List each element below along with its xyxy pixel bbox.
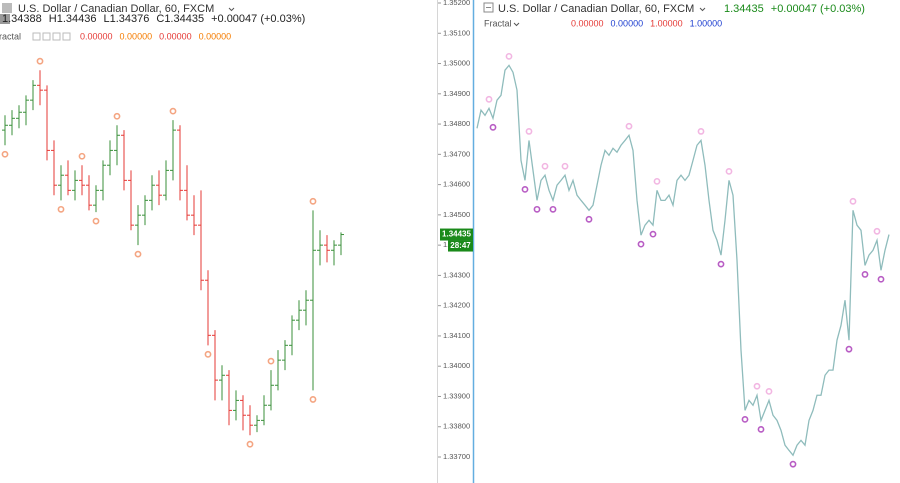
collapse-button[interactable] (483, 2, 494, 13)
y-tick-label: 1.34000 (443, 361, 470, 370)
y-tick-label: 1.33800 (443, 422, 470, 431)
fractal-marker (485, 95, 493, 103)
fractal-marker (489, 123, 497, 131)
fractal-marker (753, 382, 761, 390)
last-price-box (440, 228, 473, 241)
fractal-marker (549, 205, 557, 213)
fractal-marker (637, 240, 645, 248)
fractal-marker (57, 205, 65, 213)
y-tick-label: 1.35100 (443, 28, 470, 37)
fractal-marker (204, 350, 212, 358)
dropdown[interactable] (513, 22, 520, 27)
fractal-marker (169, 107, 177, 115)
price-line (476, 64, 890, 457)
fractal-marker (309, 197, 317, 205)
fractal-marker (649, 230, 657, 238)
fractal-marker (1, 150, 9, 158)
y-tick-label: 1.34600 (443, 180, 470, 189)
legend-value: H1.34436 (49, 13, 97, 25)
fractal-marker (717, 260, 725, 268)
fractal-marker (873, 227, 881, 235)
fractal-marker (267, 357, 275, 365)
y-tick-label: 1.35200 (443, 0, 470, 7)
legend-value: 1.34388 (2, 13, 42, 25)
y-tick-label: 1.35000 (443, 59, 470, 68)
fractal-marker (78, 152, 86, 160)
fractal-marker (521, 185, 529, 193)
legend-value: 1.34435 (724, 3, 764, 15)
fractal-marker (134, 250, 142, 258)
y-tick-label: 1.33700 (443, 452, 470, 461)
y-tick-label: 1.34200 (443, 301, 470, 310)
fractal-marker (697, 128, 705, 135)
legend-value: 0.00000 (199, 31, 232, 41)
symbol-icon[interactable] (2, 3, 12, 13)
fractal-marker (533, 205, 541, 213)
fractal-marker (725, 167, 733, 175)
legend-icon (0, 14, 10, 24)
fractal-marker (541, 162, 549, 170)
legend-value: 0.00000 (120, 31, 153, 41)
legend-value: 1.00000 (690, 18, 723, 28)
legend-value: 0.00000 (80, 31, 113, 41)
fractal-marker (525, 128, 533, 135)
fractal-marker (92, 217, 100, 225)
fractal-marker (246, 440, 254, 448)
fractal-marker (625, 122, 633, 130)
legend-value: L1.34376 (103, 13, 149, 25)
y-tick-label: 1.33900 (443, 391, 470, 400)
dropdown[interactable] (699, 7, 706, 12)
right-title: U.S. Dollar / Canadian Dollar, 60, FXCM (498, 3, 694, 15)
y-tick-label: 1.34700 (443, 149, 470, 158)
fractal-marker (36, 57, 44, 65)
legend-value: C1.34435 (156, 13, 204, 25)
y-tick-label: 1.34800 (443, 119, 470, 128)
fractal-marker (309, 396, 317, 403)
indicator-buttons[interactable] (32, 32, 71, 41)
fractal-marker (877, 275, 885, 283)
fractal-marker (561, 162, 569, 170)
fractal-marker (585, 215, 593, 223)
countdown: 28:47 (450, 241, 471, 250)
fractal-marker (757, 425, 765, 433)
y-tick-label: 1.34500 (443, 210, 470, 219)
fractal-marker (849, 197, 857, 205)
left-title: U.S. Dollar / Canadian Dollar, 60, FXCM (18, 3, 214, 15)
legend-value: 1.00000 (650, 18, 683, 28)
legend-value: +0.00047 (+0.03%) (771, 3, 865, 15)
indicator-name: ractal (0, 31, 21, 41)
fractal-marker (789, 460, 797, 468)
legend-value: +0.00047 (+0.03%) (211, 13, 305, 25)
y-tick-label: 1.34300 (443, 270, 470, 279)
last-price-label: 1.34435 (442, 230, 471, 239)
fractal-marker (845, 345, 853, 353)
legend-value: 0.00000 (571, 18, 604, 28)
y-tick-label: 1.34900 (443, 89, 470, 98)
countdown-box (448, 240, 473, 252)
fractal-marker (765, 388, 773, 395)
fractal-marker (861, 271, 869, 278)
legend-value: 0.00000 (159, 31, 192, 41)
fractal-marker (505, 52, 513, 60)
dropdown[interactable] (228, 7, 235, 12)
indicator-name: Fractal (484, 18, 512, 28)
fractal-marker (113, 112, 121, 120)
y-tick-label: 1.34100 (443, 331, 470, 340)
legend-value: 0.00000 (611, 18, 644, 28)
fractal-marker (653, 177, 661, 185)
fractal-marker (741, 415, 749, 423)
